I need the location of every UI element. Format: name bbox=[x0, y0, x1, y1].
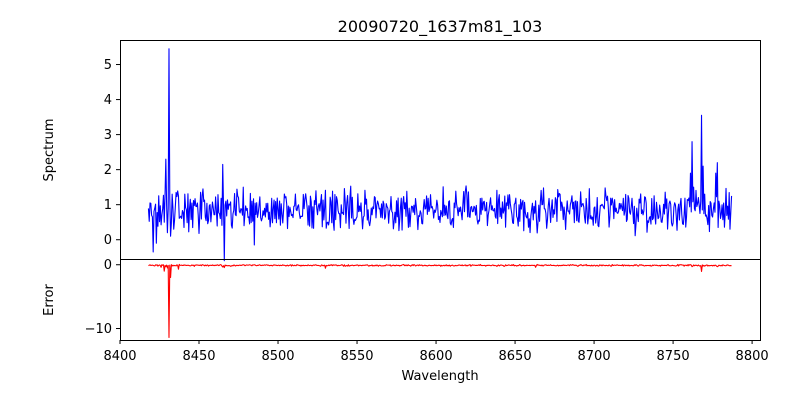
spectrum-panel: 0 1 2 3 4 5 Spectrum bbox=[42, 40, 761, 262]
x-tick-label: 8500 bbox=[261, 349, 294, 364]
error-series-line bbox=[148, 263, 732, 339]
spectrum-y-tick-label: 3 bbox=[104, 128, 112, 143]
x-tick-label: 8700 bbox=[578, 349, 611, 364]
error-plot-area bbox=[148, 263, 732, 339]
x-tick-label: 8800 bbox=[736, 349, 769, 364]
x-axis-label: Wavelength bbox=[401, 369, 478, 384]
x-tick-label: 8750 bbox=[657, 349, 690, 364]
error-y-tick-label: −10 bbox=[85, 322, 112, 337]
x-tick-label: 8650 bbox=[499, 349, 532, 364]
error-y-label: Error bbox=[42, 284, 57, 316]
spectrum-y-tick-label: 1 bbox=[104, 198, 112, 213]
error-y-tick-label: 0 bbox=[104, 258, 112, 273]
chart-title: 20090720_1637m81_103 bbox=[338, 17, 543, 37]
error-y-ticks: 0 −10 bbox=[85, 258, 120, 337]
spectrum-axes-frame bbox=[120, 40, 761, 260]
x-tick-label: 8450 bbox=[182, 349, 215, 364]
x-tick-label: 8550 bbox=[340, 349, 373, 364]
x-tick-label: 8400 bbox=[103, 349, 136, 364]
spectrum-y-tick-label: 4 bbox=[104, 93, 112, 108]
spectrum-y-ticks: 0 1 2 3 4 5 bbox=[104, 58, 120, 248]
spectrum-y-tick-label: 2 bbox=[104, 163, 112, 178]
error-axes-frame bbox=[120, 259, 761, 341]
spectrum-plot-area bbox=[147, 48, 733, 262]
x-tick-label: 8600 bbox=[420, 349, 453, 364]
error-panel: 0 −10 Error bbox=[42, 258, 761, 341]
spectrum-y-label: Spectrum bbox=[42, 119, 57, 182]
x-ticks: 8400 8450 8500 8550 8600 8650 8700 8750 8800 bbox=[103, 340, 769, 364]
spectrum-y-tick-label: 0 bbox=[104, 233, 112, 248]
spectrum-y-tick-label: 5 bbox=[104, 58, 112, 73]
spectrum-series-line bbox=[147, 48, 733, 262]
